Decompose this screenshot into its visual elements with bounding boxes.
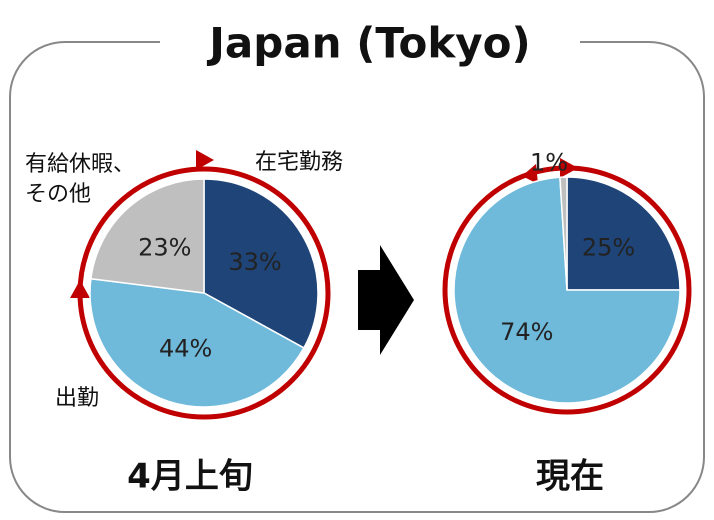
value-label: 1% [530,149,568,177]
title-bg [160,15,580,75]
category-label: 出勤 [55,386,100,411]
pie-slice [203,178,319,349]
value-label: 23% [138,234,191,262]
pie-slice [453,176,681,404]
value-label: 44% [159,334,212,362]
value-label: 74% [500,318,553,346]
title: Japan (Tokyo) [206,19,530,68]
pie-title: 現在 [536,457,604,497]
category-label: 有給休暇、その他 [25,152,136,207]
pie-slice [566,176,681,291]
arrow-heads [70,150,578,298]
pie-slice [89,277,305,408]
pie-slice [559,176,568,291]
value-label: 33% [228,248,281,276]
arrow [358,245,414,355]
pie-title: 4月上旬 [127,457,253,497]
value-label: 25% [582,233,635,261]
pie-slice [90,178,205,294]
category-label: 在宅勤務 [255,150,344,175]
